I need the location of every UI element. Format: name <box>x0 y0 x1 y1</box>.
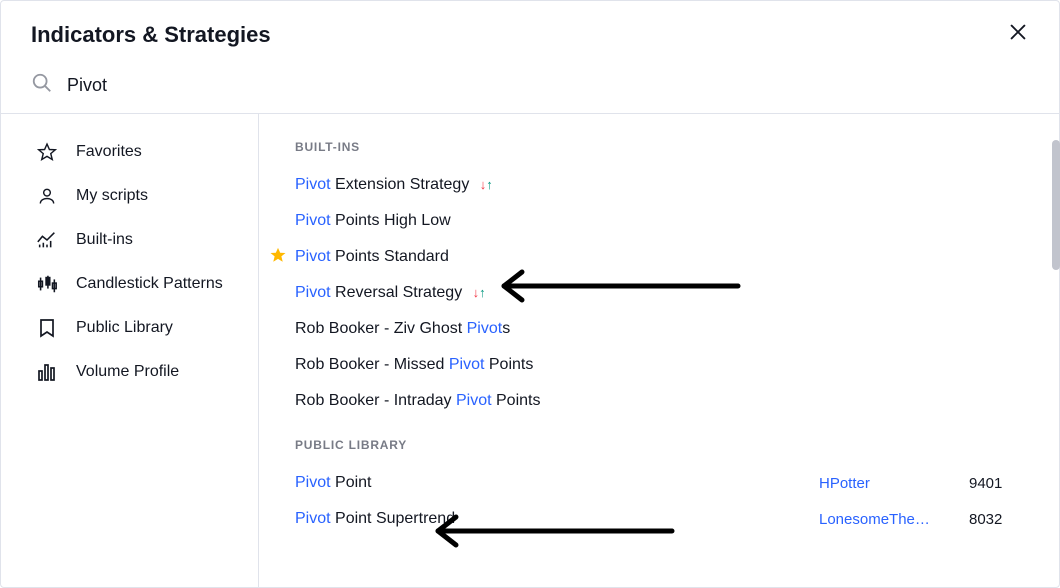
modal-title: Indicators & Strategies <box>31 22 271 48</box>
result-row[interactable]: Pivot Reversal Strategy ↓↑ <box>295 276 1039 312</box>
sidebar-item-label: My scripts <box>76 187 148 205</box>
section-label-public: PUBLIC LIBRARY <box>295 438 1039 452</box>
search-icon <box>31 72 53 99</box>
result-name: Rob Booker - Missed Pivot Points <box>295 356 1039 374</box>
result-row[interactable]: Pivot Point SupertrendLonesomeThe…8032 <box>295 502 1039 538</box>
search-input[interactable] <box>67 75 1029 96</box>
result-row[interactable]: Pivot Extension Strategy ↓↑ <box>295 168 1039 204</box>
result-count: 9401 <box>969 475 1039 492</box>
result-name: Pivot Points Standard <box>295 248 1039 266</box>
modal-header: Indicators & Strategies <box>1 1 1059 64</box>
sidebar-item-myscripts[interactable]: My scripts <box>1 174 258 218</box>
bookmark-icon <box>36 318 58 338</box>
result-row[interactable]: Pivot Points High Low <box>295 204 1039 240</box>
result-author[interactable]: LonesomeThe… <box>819 511 969 528</box>
sidebar-item-label: Volume Profile <box>76 363 179 381</box>
sidebar-item-volume[interactable]: Volume Profile <box>1 350 258 394</box>
content-area: Favorites My scripts Bui <box>1 114 1059 587</box>
section-label-builtins: BUILT-INS <box>295 140 1039 154</box>
strategy-arrows-icon: ↓↑ <box>473 285 486 300</box>
strategy-arrows-icon: ↓↑ <box>480 177 493 192</box>
chart-line-icon <box>36 230 58 250</box>
result-name: Pivot Extension Strategy ↓↑ <box>295 176 1039 194</box>
sidebar-item-label: Candlestick Patterns <box>76 275 223 293</box>
sidebar: Favorites My scripts Bui <box>1 114 259 587</box>
scrollbar-thumb[interactable] <box>1052 140 1060 270</box>
sidebar-item-label: Favorites <box>76 143 142 161</box>
bars-icon <box>36 362 58 382</box>
result-row[interactable]: Pivot PointHPotter9401 <box>295 466 1039 502</box>
candles-icon <box>36 274 58 294</box>
sidebar-item-public[interactable]: Public Library <box>1 306 258 350</box>
result-row[interactable]: Rob Booker - Missed Pivot Points <box>295 348 1039 384</box>
user-icon <box>36 186 58 206</box>
result-row[interactable]: Pivot Points Standard <box>295 240 1039 276</box>
sidebar-item-label: Public Library <box>76 319 173 337</box>
result-count: 8032 <box>969 511 1039 528</box>
sidebar-item-label: Built-ins <box>76 231 133 249</box>
search-row <box>1 64 1059 114</box>
result-name: Pivot Point <box>295 474 819 492</box>
star-outline-icon <box>36 142 58 162</box>
result-name: Rob Booker - Intraday Pivot Points <box>295 392 1039 410</box>
result-row[interactable]: Rob Booker - Intraday Pivot Points <box>295 384 1039 420</box>
sidebar-item-candlestick[interactable]: Candlestick Patterns <box>1 262 258 306</box>
indicators-modal: Indicators & Strategies Favorites <box>0 0 1060 588</box>
result-row[interactable]: Rob Booker - Ziv Ghost Pivots <box>295 312 1039 348</box>
results-pane: BUILT-INS Pivot Extension Strategy ↓↑ Piv… <box>259 114 1059 587</box>
result-name: Rob Booker - Ziv Ghost Pivots <box>295 320 1039 338</box>
result-author[interactable]: HPotter <box>819 475 969 492</box>
star-filled-icon[interactable] <box>269 246 287 269</box>
close-icon[interactable] <box>1007 21 1029 48</box>
result-name: Pivot Reversal Strategy ↓↑ <box>295 284 1039 302</box>
result-name: Pivot Points High Low <box>295 212 1039 230</box>
sidebar-item-favorites[interactable]: Favorites <box>1 130 258 174</box>
sidebar-item-builtins[interactable]: Built-ins <box>1 218 258 262</box>
result-name: Pivot Point Supertrend <box>295 510 819 528</box>
